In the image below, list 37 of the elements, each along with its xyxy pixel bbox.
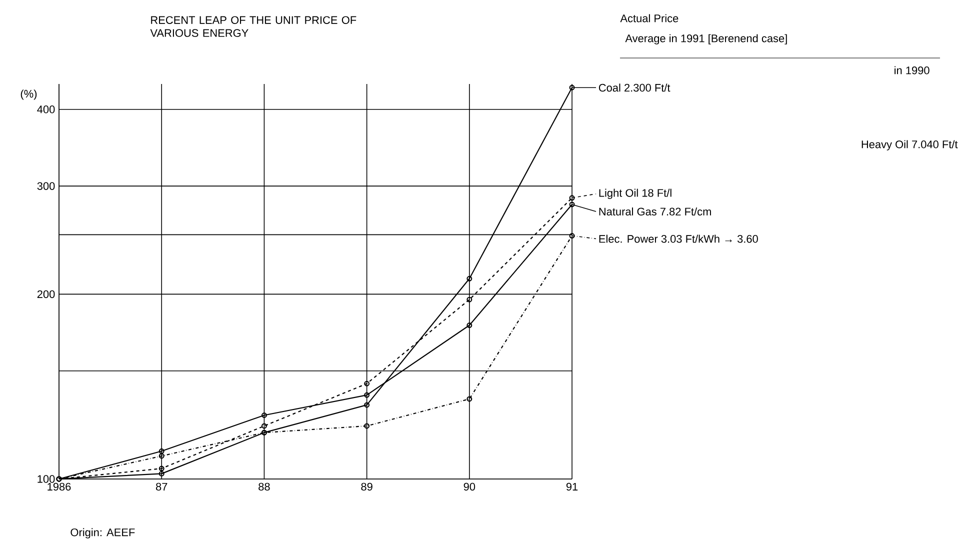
point [158, 448, 164, 454]
y-tick-label: 100 [38, 475, 55, 483]
point [158, 466, 164, 472]
text: Actual Price [620, 14, 678, 22]
point [466, 396, 472, 402]
legend-label: Light Oil 18 Ft/l [599, 188, 672, 199]
x-tick-label: 1986 [48, 482, 71, 491]
point [364, 402, 370, 408]
x-tick-label: 87 [156, 482, 168, 491]
point [158, 470, 164, 476]
point [466, 322, 472, 328]
legend-label: Coal 2.300 Ft/t [598, 84, 670, 92]
point [569, 233, 575, 238]
y-tick-label: 200 [37, 290, 55, 298]
y-axis-title: (%) [20, 90, 37, 100]
x-tick-label: 90 [464, 482, 476, 491]
x-tick-label: 91 [566, 482, 578, 491]
point [569, 195, 575, 201]
y-tick-label: 400 [37, 105, 55, 114]
point [466, 296, 472, 302]
legend-label: Elec. Power 3.03 Ft/kWh → 3.60 [599, 234, 758, 243]
y-tick-label: 300 [37, 182, 55, 190]
x-tick-label: 88 [258, 482, 270, 491]
point [158, 453, 164, 459]
point [466, 276, 472, 282]
x-tick-label: 89 [361, 482, 372, 491]
legend-label: Natural Gas 7.82 Ft/cm [599, 207, 711, 216]
text: Average in 1991 [Berenend case] [625, 34, 787, 44]
point [261, 423, 267, 429]
point [364, 392, 370, 398]
point [261, 412, 267, 418]
text: Heavy Oil 7.040 Ft/t [862, 140, 958, 150]
text: Origin: AEEF [70, 528, 135, 538]
point [364, 380, 370, 386]
point [364, 423, 370, 429]
text: in 1990 [894, 66, 930, 74]
chart-title: RECENT LEAP OF THE UNIT PRICE OF VARIOUS ENERGY [150, 16, 356, 37]
